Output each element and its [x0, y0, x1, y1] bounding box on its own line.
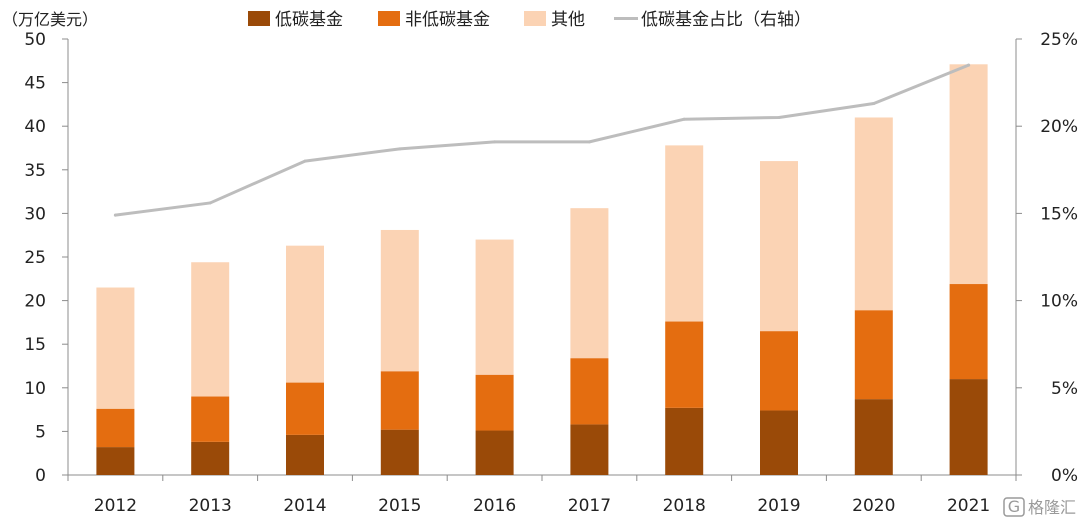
legend: 低碳基金 非低碳基金 其他 低碳基金占比（右轴） [248, 10, 811, 30]
bar-other-2021 [949, 64, 988, 285]
x-tick-label: 2018 [663, 496, 706, 516]
bar-other-2015 [380, 229, 419, 372]
bar-low-carbon-fund-2013 [191, 441, 230, 475]
left-tick-label: 25 [24, 248, 46, 268]
x-tick-label: 2015 [378, 496, 421, 516]
x-tick-label: 2016 [473, 496, 516, 516]
line-low-carbon-share [113, 63, 971, 217]
bar-non-low-carbon-fund-2013 [191, 396, 230, 442]
right-tick-label: 10% [1040, 292, 1078, 312]
left-tick-label: 50 [24, 30, 46, 50]
line-point-2013 [208, 201, 212, 205]
bar-low-carbon-fund-2016 [475, 430, 514, 475]
x-tick-label: 2020 [852, 496, 895, 516]
bar-other-2020 [854, 117, 893, 311]
right-tick-label: 0% [1051, 466, 1078, 486]
bar-low-carbon-fund-2019 [760, 410, 798, 475]
x-tick-label: 2019 [757, 496, 800, 516]
left-tick-label: 15 [24, 335, 46, 355]
line-point-2012 [113, 213, 117, 217]
bar-series-group [96, 64, 988, 475]
bar-non-low-carbon-fund-2015 [380, 371, 419, 430]
left-tick-label: 35 [24, 161, 46, 181]
bar-non-low-carbon-fund-2019 [760, 331, 798, 411]
left-tick-label: 10 [24, 379, 46, 399]
x-tick-label: 2017 [568, 496, 611, 516]
bar-other-2017 [570, 208, 609, 359]
line-point-2019 [777, 115, 781, 119]
bar-low-carbon-fund-2012 [96, 447, 135, 475]
right-tick-label: 20% [1040, 117, 1078, 137]
x-tick-label: 2021 [947, 496, 990, 516]
line-point-2016 [493, 140, 497, 144]
bar-non-low-carbon-fund-2017 [570, 358, 609, 425]
legend-non-low-carbon-fund-swatch [378, 11, 400, 26]
bar-other-2019 [760, 161, 798, 332]
legend-low-carbon-fund-label: 低碳基金 [275, 10, 343, 30]
bar-low-carbon-fund-2020 [854, 399, 893, 475]
left-tick-label: 5 [35, 422, 46, 442]
bar-other-2013 [191, 262, 230, 397]
watermark-logo-icon [1003, 497, 1025, 517]
bar-other-2018 [665, 145, 704, 322]
legend-low-carbon-share-label: 低碳基金占比（右轴） [641, 10, 811, 30]
left-tick-label: 40 [24, 117, 46, 137]
watermark-text: 格隆汇 [1028, 498, 1076, 517]
bar-non-low-carbon-fund-2012 [96, 408, 135, 448]
bar-other-2012 [96, 287, 135, 409]
line-point-2017 [587, 140, 591, 144]
line-point-2018 [682, 117, 686, 121]
axes: 0 5 10 15 20 25 30 35 40 45 50 0% 5% 10% 15% 20% 25% 2012… [24, 30, 1078, 516]
legend-low-carbon-fund-swatch [248, 11, 270, 26]
bar-non-low-carbon-fund-2021 [949, 284, 988, 380]
left-tick-label: 45 [24, 74, 46, 94]
right-tick-label: 15% [1040, 204, 1078, 224]
left-tick-label: 20 [24, 292, 46, 312]
left-tick-label: 0 [35, 466, 46, 486]
line-series-group [113, 63, 971, 217]
bar-non-low-carbon-fund-2018 [665, 321, 704, 408]
bar-other-2016 [475, 239, 514, 375]
line-point-2020 [872, 102, 876, 106]
line-point-2015 [398, 147, 402, 151]
line-point-2021 [967, 63, 971, 67]
bar-low-carbon-fund-2014 [286, 434, 324, 475]
watermark-logo-glyph: G [1008, 497, 1020, 516]
x-tick-label: 2012 [94, 496, 137, 516]
legend-non-low-carbon-fund-label: 非低碳基金 [405, 10, 490, 30]
line-point-2014 [303, 159, 307, 163]
legend-other-label: 其他 [551, 10, 585, 30]
bar-low-carbon-fund-2018 [665, 407, 704, 475]
watermark: G 格隆汇 [1003, 497, 1076, 517]
bar-low-carbon-fund-2017 [570, 424, 609, 475]
bar-other-2014 [286, 245, 324, 383]
right-tick-label: 25% [1040, 30, 1078, 50]
x-tick-label: 2013 [189, 496, 232, 516]
bar-non-low-carbon-fund-2016 [475, 374, 514, 431]
left-tick-label: 30 [24, 204, 46, 224]
bar-non-low-carbon-fund-2020 [854, 310, 893, 400]
x-tick-label: 2014 [283, 496, 326, 516]
left-axis-unit-label: （万亿美元） [2, 10, 98, 29]
bar-non-low-carbon-fund-2014 [286, 382, 324, 435]
bar-low-carbon-fund-2021 [949, 379, 988, 475]
bar-low-carbon-fund-2015 [380, 429, 419, 475]
legend-other-swatch [524, 11, 546, 26]
right-tick-label: 5% [1051, 379, 1078, 399]
